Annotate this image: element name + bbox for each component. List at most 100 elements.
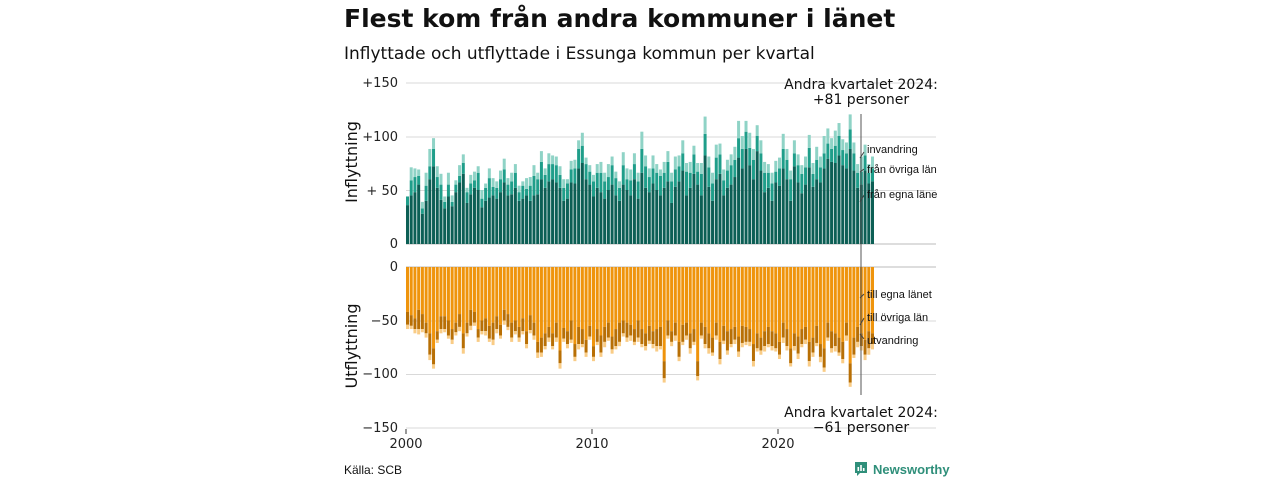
inflow-bar-segment (647, 177, 651, 193)
outflow-bar-segment (867, 267, 871, 332)
outflow-bar-segment (551, 333, 555, 347)
outflow-bar-segment (740, 267, 744, 326)
outflow-bar-segment (796, 353, 800, 360)
outflow-bar-segment (692, 329, 696, 342)
outflow-bar-segment (763, 331, 767, 347)
outflow-bar-segment (558, 267, 562, 351)
outflow-bar-segment (439, 267, 443, 317)
inflow-bar-segment (651, 183, 655, 244)
leader-fran-ovriga-lan (859, 168, 865, 173)
inflow-bar-segment (729, 184, 733, 244)
outflow-bar-segment (763, 267, 767, 332)
outflow-bar-segment (521, 331, 525, 335)
inflow-bars (406, 114, 874, 244)
inflow-bar-segment (644, 155, 648, 167)
outflow-bar-segment (789, 267, 793, 349)
outflow-bar-segment (439, 316, 443, 330)
outflow-bar-segment (748, 329, 752, 342)
inflow-bar-segment (614, 171, 618, 179)
outflow-bar-segment (837, 352, 841, 356)
outflow-bar-segment (580, 267, 584, 330)
inflow-bar-segment (703, 155, 707, 244)
series-label-till-ovriga-lan: till övriga län (867, 312, 928, 324)
inflow-bar-segment (818, 156, 822, 168)
inflow-bar-segment (748, 165, 752, 244)
outflow-bar-segment (480, 320, 484, 332)
outflow-bar-segment (785, 267, 789, 330)
inflow-bar-segment (755, 136, 759, 152)
inflow-bar-segment (718, 143, 722, 155)
outflow-bar-segment (573, 344, 577, 357)
outflow-bar-segment (487, 325, 491, 339)
outflow-bar-segment (484, 331, 488, 336)
inflow-bar-segment (666, 151, 670, 162)
outflow-bar-segment (792, 346, 796, 351)
inflow-bar-segment (458, 182, 462, 244)
outflow-bar-segment (595, 329, 599, 342)
inflow-bar-segment (871, 181, 874, 244)
inflow-bar-segment (450, 201, 454, 207)
inflow-bar-segment (796, 154, 800, 166)
inflow-bar-segment (487, 197, 491, 244)
outflow-bar-segment (610, 336, 614, 350)
inflow-bar-segment (692, 154, 696, 174)
outflow-bar-segment (469, 267, 473, 310)
inflow-bar-segment (651, 155, 655, 169)
inflow-bar-segment (580, 163, 584, 244)
inflow-bar-segment (543, 187, 547, 244)
inflow-bar-segment (558, 187, 562, 244)
inflow-bar-segment (737, 120, 741, 139)
inflow-bar-segment (506, 184, 510, 196)
inflow-bar-segment (439, 199, 443, 244)
inflow-bar-segment (785, 159, 789, 180)
inflow-bar-segment (614, 178, 618, 196)
inflow-bar-segment (443, 201, 447, 209)
outflow-bar-segment (856, 326, 860, 342)
outflow-bar-segment (737, 336, 741, 352)
inflow-bar-segment (751, 179, 755, 244)
inflow-bar-segment (428, 179, 432, 244)
inflow-bar-segment (844, 153, 848, 169)
inflow-bar-segment (428, 166, 432, 180)
inflow-bar-segment (469, 174, 473, 184)
inflow-bar-segment (491, 186, 495, 196)
outflow-bar-segment (446, 320, 450, 336)
outflow-bar-segment (539, 337, 543, 353)
outflow-bar-segment (867, 348, 871, 355)
outflow-bar-segment (822, 267, 826, 349)
inflow-bar-segment (867, 164, 871, 173)
inflow-bar-segment (796, 182, 800, 244)
inflow-bar-segment (565, 179, 569, 184)
outflow-bar-segment (863, 339, 867, 355)
outflow-bar-segment (573, 267, 577, 345)
inflow-bar-segment (833, 145, 837, 163)
outflow-bar-segment (603, 326, 607, 342)
outflow-bar-segment (432, 364, 436, 369)
outflow-bar-segment (670, 341, 674, 347)
inflow-bar-segment (863, 144, 867, 156)
outflow-bar-segment (748, 267, 752, 330)
outflow-bar-segment (815, 342, 819, 347)
outflow-bar-segment (510, 337, 514, 342)
y-tick-label-minus100: −100 (362, 367, 398, 382)
outflow-bar-segment (521, 318, 525, 332)
inflow-bar-segment (543, 168, 547, 175)
inflow-bar-segment (811, 173, 815, 187)
outflow-bar-segment (409, 325, 413, 330)
outflow-bar-segment (688, 267, 692, 334)
outflow-bar-segment (413, 267, 417, 319)
inflow-bar-segment (547, 181, 551, 244)
inflow-bar-segment (640, 131, 644, 149)
y-tick-label-50: + 50 (366, 184, 398, 199)
inflow-bar-segment (822, 136, 826, 154)
outflow-bar-segment (755, 267, 759, 334)
inflow-bar-segment (432, 166, 436, 244)
outflow-bar-segment (536, 267, 540, 342)
inflow-bar-segment (547, 164, 551, 182)
outflow-bar-segment (830, 267, 834, 332)
inflow-bar-segment (711, 172, 715, 184)
inflow-bar-segment (454, 180, 458, 185)
outflow-bar-segment (670, 267, 674, 332)
inflow-bar-segment (565, 198, 569, 244)
inflow-bar-segment (528, 200, 532, 244)
